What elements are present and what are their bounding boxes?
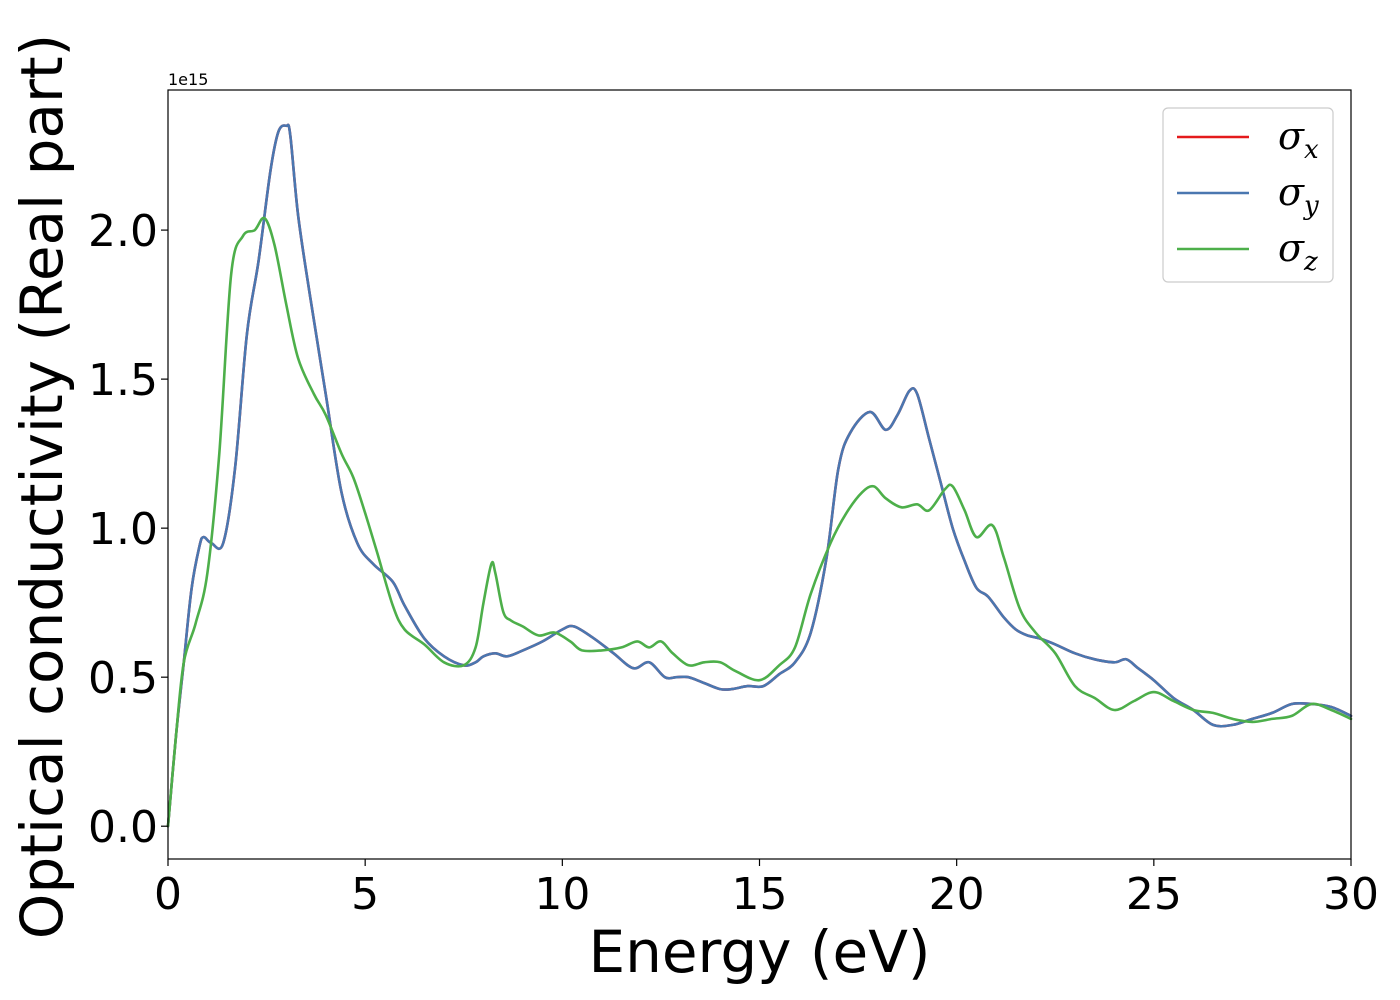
legend-label-y: σy xyxy=(1278,170,1319,221)
x-axis: 0 5 10 15 20 25 30 xyxy=(154,859,1379,920)
legend-symbol: σ xyxy=(1278,170,1305,214)
y-axis-title: Optical conductivity (Real part) xyxy=(8,34,76,939)
x-tick-label: 30 xyxy=(1323,869,1379,920)
y-tick-label: 0.0 xyxy=(88,802,158,853)
y-tick-label: 1.5 xyxy=(88,355,158,406)
legend-label-z: σz xyxy=(1278,226,1318,277)
x-tick-label: 10 xyxy=(534,869,590,920)
legend-symbol: σ xyxy=(1278,226,1305,270)
x-tick-label: 0 xyxy=(154,869,182,920)
x-axis-title: Energy (eV) xyxy=(588,918,930,986)
series-line-y xyxy=(166,123,1353,828)
y-tick-label: 2.0 xyxy=(88,206,158,257)
legend-label-x: σx xyxy=(1278,114,1319,165)
x-tick-label: 5 xyxy=(351,869,379,920)
x-tick-label: 25 xyxy=(1126,869,1182,920)
legend-subscript: z xyxy=(1303,247,1318,277)
series-layer xyxy=(166,123,1353,828)
x-tick-label: 20 xyxy=(929,869,985,920)
y-axis: 0.0 0.5 1.0 1.5 2.0 xyxy=(88,206,168,853)
y-offset-text: 1e15 xyxy=(168,70,208,89)
y-tick-label: 1.0 xyxy=(88,504,158,555)
y-tick-label: 0.5 xyxy=(88,653,158,704)
legend-box xyxy=(1162,107,1334,283)
series-line-z xyxy=(166,216,1353,828)
legend-symbol: σ xyxy=(1278,114,1305,158)
legend-subscript: x xyxy=(1304,135,1319,165)
x-tick-label: 15 xyxy=(732,869,788,920)
legend-subscript: y xyxy=(1303,191,1319,221)
